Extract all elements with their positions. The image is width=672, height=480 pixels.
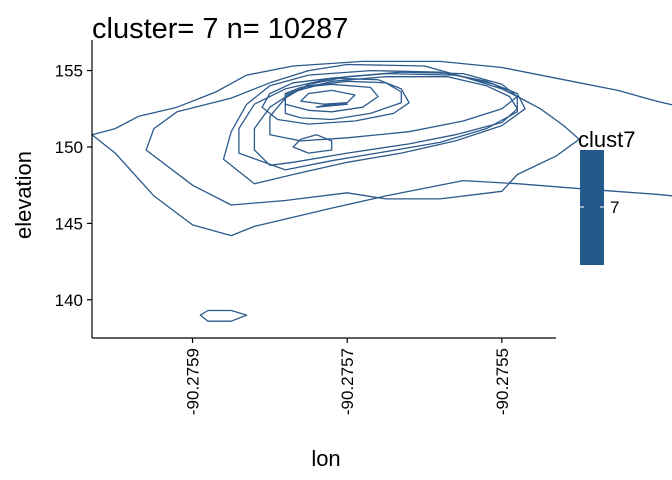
- contour-line: [315, 103, 348, 108]
- contour-line: [269, 71, 518, 142]
- x-axis-ticks: -90.2759 -90.2757 -90.2755: [184, 338, 512, 415]
- x-tick-label: -90.2755: [493, 348, 512, 415]
- contour-line: [91, 60, 672, 237]
- contour-line: [284, 83, 379, 113]
- y-axis-ticks: 140 145 150 155: [55, 62, 92, 310]
- contour-line: [292, 134, 333, 154]
- contour-line: [145, 63, 580, 206]
- contour-lines: [91, 60, 672, 322]
- legend-title: clust7: [578, 127, 635, 152]
- legend-label: 7: [610, 198, 619, 217]
- contour-line: [222, 69, 526, 185]
- x-tick-label: -90.2759: [184, 348, 203, 415]
- y-tick-label: 145: [55, 214, 83, 233]
- legend: clust7 7: [578, 127, 635, 265]
- x-axis-title: lon: [311, 446, 340, 471]
- contour-line: [261, 77, 410, 125]
- y-tick-label: 140: [55, 291, 83, 310]
- contour-line: [300, 89, 356, 105]
- y-tick-label: 150: [55, 138, 83, 157]
- x-tick-label: -90.2757: [338, 348, 357, 415]
- contour-line: [238, 72, 518, 171]
- contour-line: [199, 309, 248, 322]
- chart-title: cluster= 7 n= 10287: [92, 13, 348, 45]
- y-tick-label: 155: [55, 62, 83, 81]
- y-axis-title: elevation: [11, 151, 36, 239]
- contour-line: [284, 80, 402, 121]
